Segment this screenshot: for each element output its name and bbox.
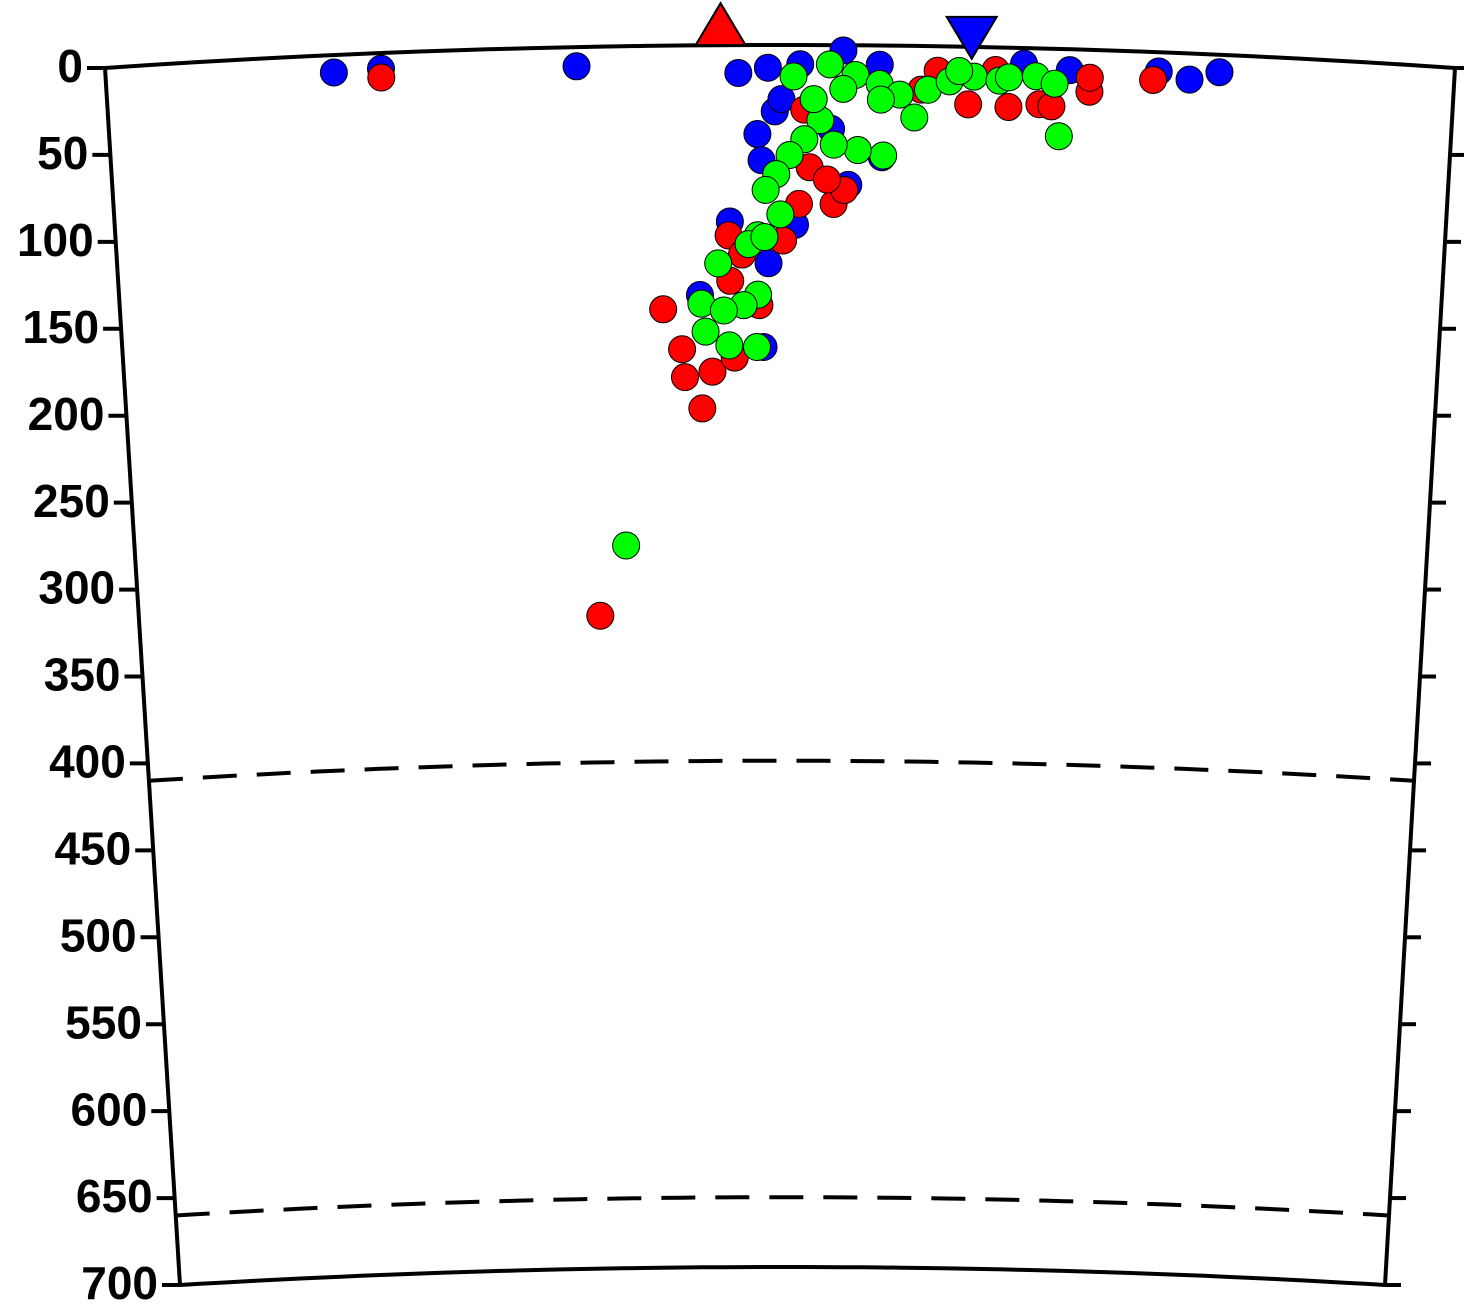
reference-line xyxy=(175,1195,1390,1218)
point xyxy=(767,85,796,114)
point xyxy=(1044,122,1073,151)
point xyxy=(779,62,808,91)
point xyxy=(709,296,738,325)
point xyxy=(562,52,591,81)
point xyxy=(753,53,782,82)
point xyxy=(688,394,717,423)
reference-line xyxy=(148,758,1415,783)
point xyxy=(742,333,771,362)
point xyxy=(704,249,733,278)
point xyxy=(994,63,1023,92)
y-tick-label: 550 xyxy=(65,996,142,1048)
point xyxy=(319,58,348,87)
point xyxy=(691,317,720,346)
y-tick-label: 300 xyxy=(38,562,115,614)
point xyxy=(1205,58,1234,87)
point xyxy=(754,249,783,278)
point xyxy=(843,136,872,165)
y-tick-label: 700 xyxy=(81,1257,158,1309)
point xyxy=(812,165,841,194)
surface-marker xyxy=(944,15,999,61)
point xyxy=(994,92,1023,121)
point xyxy=(715,331,744,360)
point xyxy=(751,175,780,204)
point xyxy=(954,90,983,119)
point xyxy=(1075,63,1104,92)
point xyxy=(1175,65,1204,94)
y-tick-label: 150 xyxy=(22,301,99,353)
surface-marker xyxy=(693,1,748,47)
point xyxy=(829,74,858,103)
point xyxy=(766,200,795,229)
point xyxy=(367,63,396,92)
y-tick-label: 400 xyxy=(49,736,126,788)
point xyxy=(900,103,929,132)
point xyxy=(869,141,898,170)
point xyxy=(668,335,697,364)
y-tick-label: 650 xyxy=(76,1170,153,1222)
y-tick-label: 350 xyxy=(44,649,121,701)
point xyxy=(649,295,678,324)
point xyxy=(1139,65,1168,94)
y-tick-label: 50 xyxy=(37,127,88,179)
frame-top xyxy=(104,43,1456,70)
point xyxy=(866,85,895,114)
point xyxy=(671,363,700,392)
point xyxy=(815,50,844,79)
y-tick-label: 500 xyxy=(60,909,137,961)
y-tick-label: 250 xyxy=(33,475,110,527)
y-tick-label: 200 xyxy=(28,388,105,440)
y-tick-label: 100 xyxy=(17,214,94,266)
y-tick-label: 450 xyxy=(54,823,131,875)
point xyxy=(819,130,848,159)
point xyxy=(612,531,641,560)
point xyxy=(698,357,727,386)
point xyxy=(799,85,828,114)
point xyxy=(945,57,974,86)
point xyxy=(775,140,804,169)
point xyxy=(724,59,753,88)
point xyxy=(1040,69,1069,98)
point xyxy=(750,223,779,252)
y-tick-label: 600 xyxy=(71,1083,148,1135)
y-tick-label: 0 xyxy=(57,40,83,92)
point xyxy=(586,601,615,630)
point xyxy=(743,120,772,149)
frame-bottom xyxy=(179,1265,1386,1287)
